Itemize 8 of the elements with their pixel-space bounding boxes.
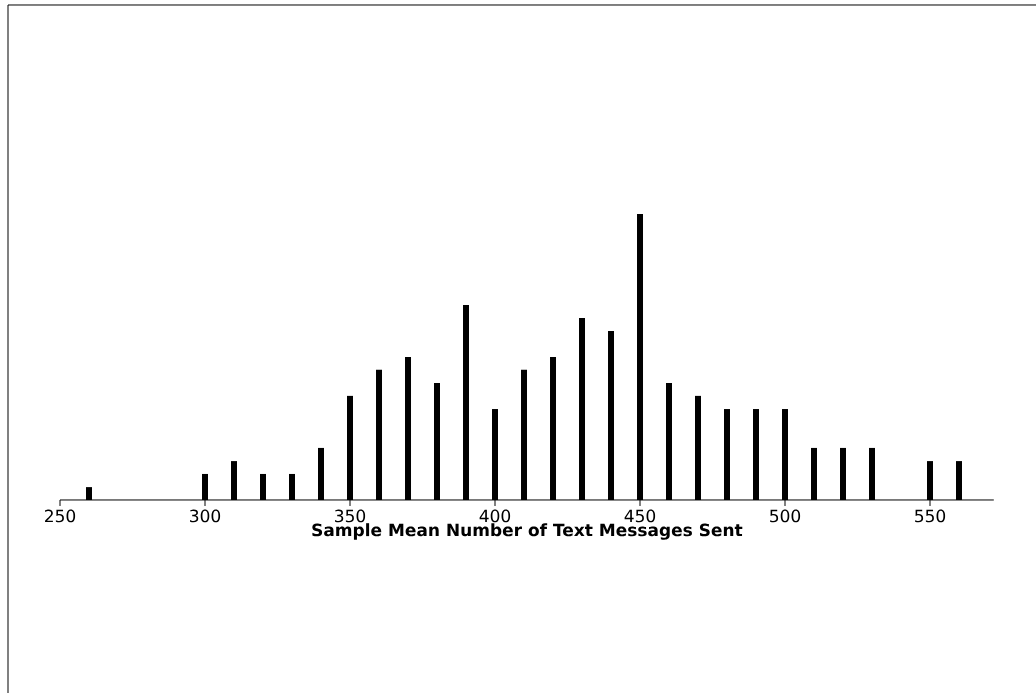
x-tick-label: 550: [915, 509, 946, 523]
x-tick-label: 250: [45, 509, 76, 523]
x-tick-label: 350: [335, 509, 366, 523]
x-axis-title: Sample Mean Number of Text Messages Sent: [312, 523, 743, 540]
x-tick-label: 450: [624, 509, 656, 523]
x-tick-label: 500: [770, 509, 801, 523]
x-tick-label: 300: [190, 509, 221, 523]
x-tick-label: 400: [479, 509, 511, 523]
